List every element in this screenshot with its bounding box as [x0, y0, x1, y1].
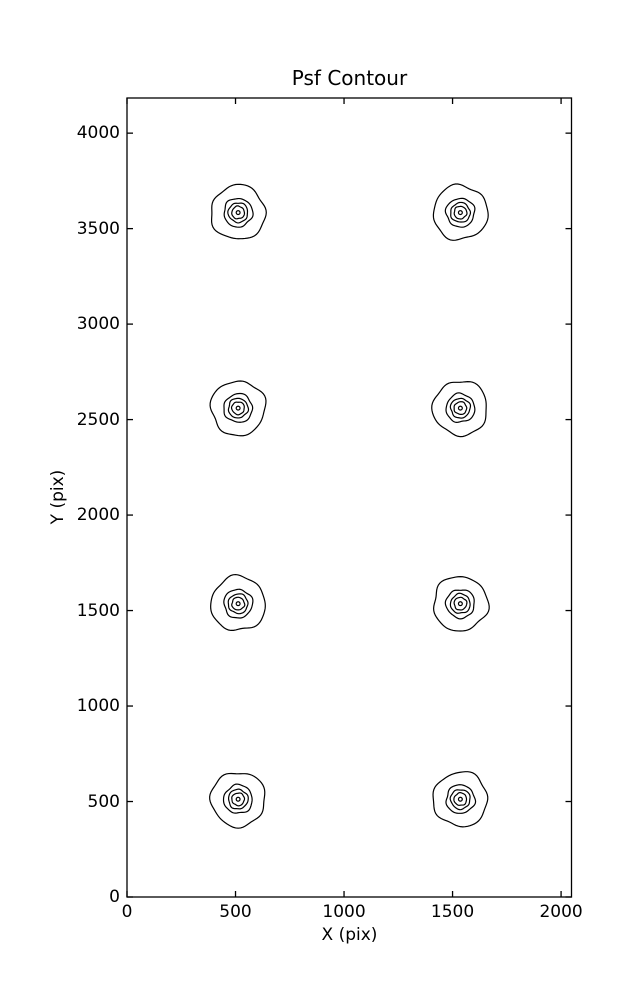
- x-tick-label: 2000: [539, 902, 583, 922]
- contour-ring: [210, 183, 267, 240]
- contour-ring: [227, 202, 249, 224]
- contour-ring: [449, 397, 472, 419]
- y-tick-label: 0: [109, 887, 120, 907]
- y-tick-label: 2500: [76, 409, 120, 430]
- contour-ring: [457, 405, 463, 411]
- contour-ring: [223, 392, 254, 423]
- contour-ring: [457, 601, 463, 607]
- axis-frame: [126, 97, 573, 898]
- contour-ring: [431, 381, 487, 438]
- contour-ring: [433, 576, 490, 632]
- contour-ring: [227, 397, 250, 419]
- contour-ring: [449, 592, 471, 614]
- contour-ring: [450, 201, 472, 223]
- contour-ring: [432, 183, 489, 241]
- contour-ring: [445, 392, 476, 423]
- y-axis-label: Y (pix): [48, 469, 68, 525]
- contour-ring: [432, 771, 489, 828]
- y-tick-label: 3000: [76, 314, 120, 335]
- y-tick-label: 2000: [76, 505, 120, 526]
- contour-ring: [453, 401, 468, 416]
- y-tick-label: 500: [87, 791, 120, 812]
- y-tick-label: 1500: [76, 600, 120, 621]
- x-tick-label: 0: [121, 902, 133, 922]
- x-tick-label: 1000: [322, 902, 366, 922]
- x-tick-label: 1500: [430, 902, 475, 922]
- y-tick-label: 1000: [76, 696, 120, 717]
- contour-ring: [444, 197, 476, 228]
- contour-ring: [231, 596, 246, 611]
- y-tick-label: 4000: [76, 123, 120, 144]
- contour-ring: [223, 588, 254, 619]
- contour-ring: [231, 792, 246, 807]
- contour-ring: [222, 783, 253, 814]
- contour-ring: [235, 405, 241, 411]
- contour-ring: [449, 789, 471, 811]
- contour-ring: [209, 772, 266, 829]
- contour-ring: [209, 380, 267, 437]
- contour-ring: [235, 796, 241, 802]
- contour-ring: [210, 573, 266, 632]
- contour-ring: [223, 197, 254, 228]
- contour-ring: [453, 791, 468, 806]
- contour-ring: [457, 210, 463, 216]
- contour-ring: [457, 796, 463, 802]
- chart-title: Psf Contour: [291, 66, 408, 90]
- y-tick-label: 3500: [76, 218, 120, 239]
- contour-ring: [227, 788, 249, 810]
- contour-ring: [231, 205, 246, 220]
- contour-ring: [230, 401, 245, 416]
- x-axis-label: X (pix): [321, 925, 378, 945]
- contour-ring: [453, 596, 468, 611]
- contour-ring: [453, 205, 468, 220]
- contour-ring: [235, 210, 241, 216]
- contour-ring: [227, 593, 249, 615]
- contour-ring: [444, 589, 475, 620]
- contour-ring: [235, 601, 241, 607]
- contour-ring: [445, 784, 477, 814]
- x-tick-label: 500: [219, 902, 252, 922]
